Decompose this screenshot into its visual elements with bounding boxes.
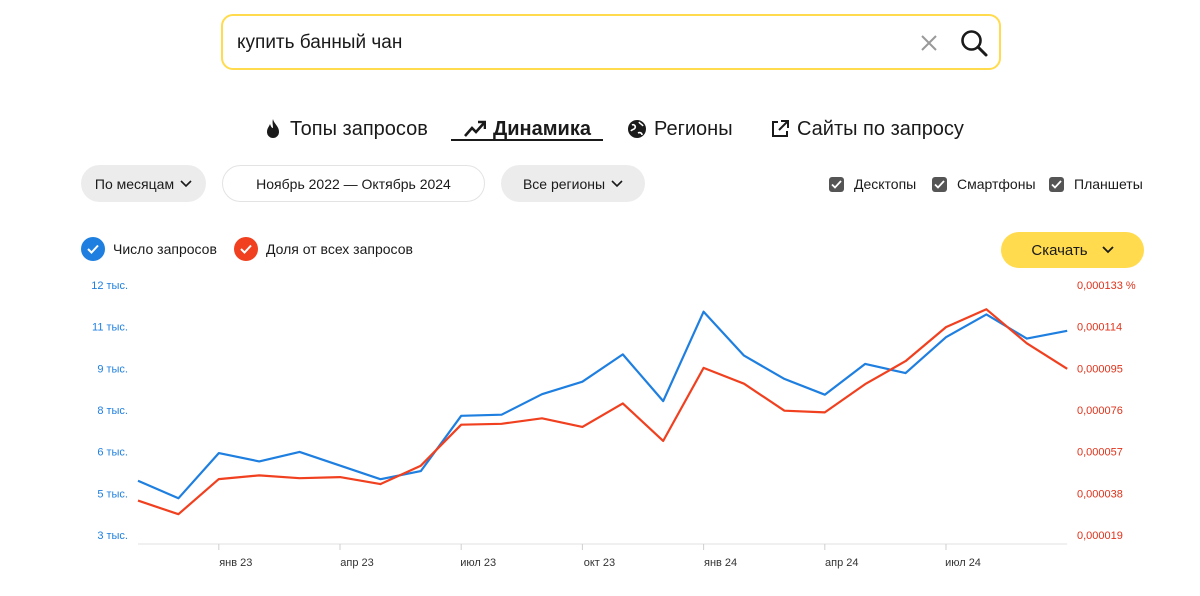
download-button-label: Скачать — [1031, 241, 1088, 259]
download-button[interactable]: Скачать — [1001, 232, 1144, 268]
trending-up-icon — [464, 120, 486, 137]
region-select[interactable]: Все регионы — [501, 165, 645, 202]
period-select[interactable]: По месяцам — [81, 165, 206, 202]
y-left-tick-label: 8 тыс. — [97, 405, 128, 417]
chevron-down-icon — [180, 179, 192, 187]
y-right-tick-label: 0,000133 % — [1077, 280, 1136, 292]
tab-regions-label: Регионы — [654, 117, 733, 140]
tabs-bar: Топы запросов Динамика Регионы Сайты по … — [0, 114, 1200, 146]
globe-icon — [628, 120, 646, 138]
device-tablet-checkbox[interactable]: Планшеты — [1049, 176, 1143, 192]
active-tab-underline — [451, 139, 603, 141]
y-right-tick-label: 0,000019 — [1077, 530, 1123, 542]
search-box[interactable]: купить банный чан — [221, 14, 1001, 70]
x-tick-label: янв 24 — [704, 557, 737, 569]
chevron-down-icon — [611, 179, 623, 187]
x-tick-label: окт 23 — [584, 557, 615, 569]
series-line-count — [137, 310, 1068, 500]
tab-tops-label: Топы запросов — [290, 117, 428, 140]
tab-regions[interactable]: Регионы — [627, 114, 733, 144]
dynamics-chart: 12 тыс. 11 тыс. 9 тыс. 8 тыс. 6 тыс. 5 тыс. 3 … — [91, 280, 1136, 569]
x-tick-label: июл 24 — [945, 557, 981, 569]
tab-dynamics-label: Динамика — [493, 117, 591, 140]
checkbox-checked-icon — [932, 176, 947, 192]
device-desktop-label: Десктопы — [854, 176, 917, 192]
x-tick-label: июл 23 — [460, 557, 496, 569]
series-line-share — [137, 308, 1068, 516]
x-tick-label: апр 24 — [825, 557, 858, 569]
checkbox-checked-icon — [1049, 176, 1064, 192]
fire-icon — [267, 119, 279, 138]
y-left-tick-label: 12 тыс. — [91, 280, 128, 292]
y-right-tick-label: 0,000038 — [1077, 488, 1123, 500]
y-right-tick-label: 0,000076 — [1077, 405, 1123, 417]
period-select-label: По месяцам — [94, 175, 175, 192]
region-select-label: Все регионы — [522, 175, 606, 192]
close-icon[interactable] — [919, 33, 939, 53]
legend-count-label: Число запросов — [113, 241, 217, 257]
x-tick-label: янв 23 — [219, 557, 252, 569]
search-icon[interactable] — [959, 28, 989, 58]
tab-sites[interactable]: Сайты по запросу — [770, 114, 964, 144]
y-right-tick-label: 0,000095 — [1077, 363, 1123, 375]
checkbox-checked-icon — [829, 176, 844, 192]
device-desktop-checkbox[interactable]: Десктопы — [829, 176, 916, 192]
legend-share-label: Доля от всех запросов — [266, 241, 413, 257]
device-smartphone-label: Смартфоны — [957, 176, 1036, 192]
y-left-tick-label: 9 тыс. — [97, 363, 128, 375]
chevron-down-icon — [1101, 246, 1114, 254]
check-circle-icon — [234, 237, 258, 261]
tab-dynamics[interactable]: Динамика — [464, 114, 591, 144]
external-link-icon — [772, 120, 789, 137]
device-smartphone-checkbox[interactable]: Смартфоны — [932, 176, 1036, 192]
search-input[interactable]: купить банный чан — [237, 32, 403, 53]
y-left-tick-label: 11 тыс. — [92, 322, 128, 334]
device-tablet-label: Планшеты — [1074, 176, 1143, 192]
y-left-tick-label: 3 тыс. — [97, 530, 128, 542]
tab-tops[interactable]: Топы запросов — [263, 114, 428, 144]
y-right-tick-label: 0,000114 — [1077, 322, 1122, 334]
date-range-picker[interactable]: Ноябрь 2022 — Октябрь 2024 — [222, 165, 485, 202]
legend-count-toggle[interactable]: Число запросов — [81, 237, 217, 261]
legend-share-toggle[interactable]: Доля от всех запросов — [234, 237, 413, 261]
x-tick-label: апр 23 — [340, 557, 373, 569]
y-left-tick-label: 6 тыс. — [97, 447, 128, 459]
tab-sites-label: Сайты по запросу — [797, 117, 964, 140]
date-range-label: Ноябрь 2022 — Октябрь 2024 — [256, 175, 451, 192]
y-left-tick-label: 5 тыс. — [97, 488, 128, 500]
check-circle-icon — [81, 237, 105, 261]
y-right-tick-label: 0,000057 — [1077, 447, 1123, 459]
